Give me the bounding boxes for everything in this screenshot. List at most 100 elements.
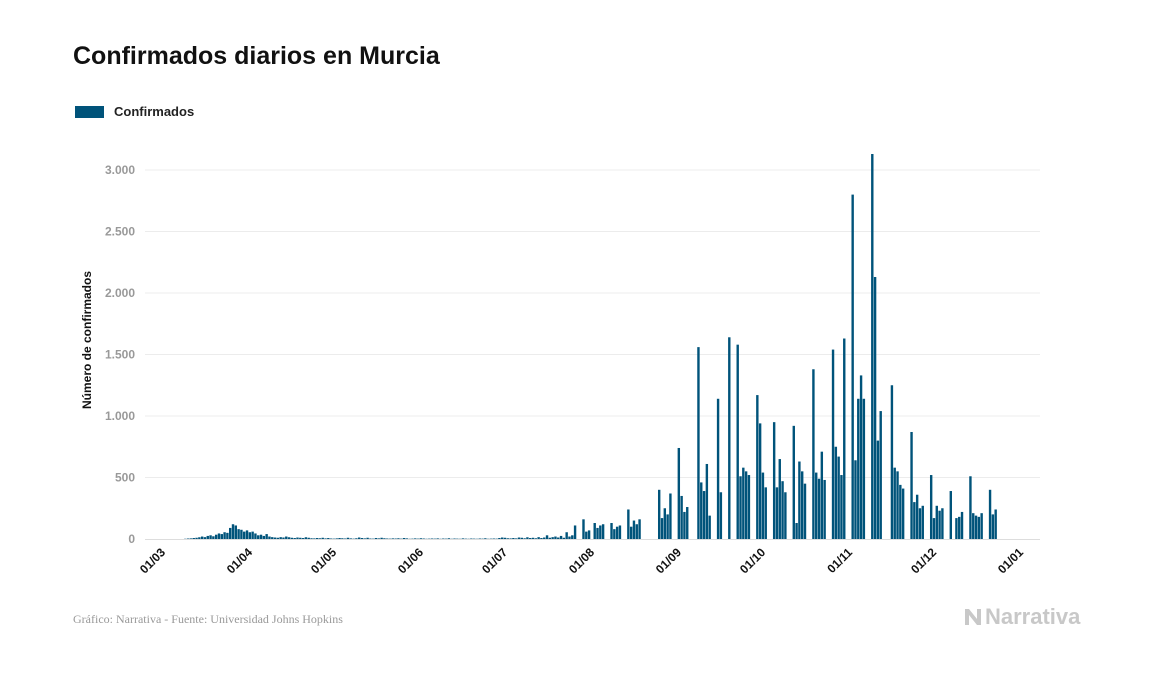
y-tick-label: 3.000 <box>105 163 135 177</box>
bar <box>823 479 826 539</box>
bar <box>960 511 964 539</box>
bar <box>792 425 795 539</box>
bar <box>700 482 703 539</box>
bar <box>192 538 195 539</box>
bar <box>758 423 762 539</box>
bar <box>702 491 706 539</box>
bar <box>840 475 843 539</box>
y-tick-label: 1.000 <box>105 409 135 423</box>
bar <box>503 537 507 539</box>
legend-label: Confirmados <box>114 104 195 119</box>
bar <box>363 538 366 539</box>
bar <box>873 277 877 539</box>
x-tick-label: 01/10 <box>737 545 768 576</box>
bar <box>237 529 240 539</box>
bar <box>697 347 700 539</box>
bar <box>772 422 776 539</box>
bar <box>613 529 616 539</box>
source-footer: Gráfico: Narrativa - Fuente: Universidad… <box>73 612 343 626</box>
bar <box>974 515 978 539</box>
bar <box>254 533 257 539</box>
bar <box>529 538 532 539</box>
bar <box>234 525 238 539</box>
x-tick-label: 01/07 <box>479 545 510 576</box>
bar <box>800 471 804 539</box>
legend: Confirmados <box>75 104 194 119</box>
bar <box>862 398 866 539</box>
bar <box>812 369 815 539</box>
bar <box>307 537 310 539</box>
bar <box>798 461 801 539</box>
bar <box>708 515 711 539</box>
bar <box>304 537 308 539</box>
bar <box>557 537 560 539</box>
bar <box>969 476 972 539</box>
bar <box>301 538 305 539</box>
bar <box>287 537 291 539</box>
bar <box>276 537 280 539</box>
narrativa-logo: Narrativa <box>963 604 1080 630</box>
bar <box>669 493 672 539</box>
bar <box>220 534 223 539</box>
bar <box>327 538 330 539</box>
bar <box>214 534 218 539</box>
x-tick-label: 01/04 <box>224 545 255 576</box>
bar <box>935 505 938 539</box>
x-tick-label: 01/05 <box>308 545 339 576</box>
bar <box>615 526 619 539</box>
bar <box>212 536 215 539</box>
x-tick-label: 01/08 <box>566 545 597 576</box>
bar <box>257 535 260 539</box>
bar <box>949 491 953 539</box>
bar <box>764 487 767 539</box>
bar <box>941 508 944 539</box>
bar <box>296 537 299 539</box>
bar <box>893 467 896 539</box>
bar <box>268 536 271 539</box>
bar <box>781 481 784 539</box>
bar <box>571 535 574 539</box>
bar <box>686 507 689 539</box>
bar <box>245 530 249 539</box>
bar <box>506 538 509 539</box>
bar <box>632 520 636 539</box>
bar <box>994 509 997 539</box>
bar <box>293 538 296 539</box>
bar <box>318 538 322 539</box>
bar <box>913 502 916 539</box>
bar <box>573 525 577 539</box>
bar <box>285 536 288 539</box>
bar <box>879 411 882 539</box>
bar <box>815 472 818 539</box>
bar <box>198 537 201 539</box>
bar <box>383 538 386 539</box>
bar <box>206 535 209 539</box>
bar <box>756 395 759 539</box>
bar <box>545 535 549 539</box>
bar <box>282 537 285 539</box>
bar <box>593 523 596 539</box>
bar <box>299 537 302 539</box>
bar <box>728 337 731 539</box>
bar <box>568 536 571 539</box>
y-tick-label: 2.000 <box>105 286 135 300</box>
bar <box>680 495 683 539</box>
bar <box>562 537 566 539</box>
logo-text: Narrativa <box>985 604 1081 629</box>
bar <box>551 537 554 539</box>
bar <box>341 538 344 539</box>
bar <box>820 451 824 539</box>
bar <box>346 537 350 539</box>
bar <box>554 536 557 539</box>
bar <box>635 524 638 539</box>
legend-swatch <box>75 105 104 118</box>
bar <box>851 194 854 539</box>
bar <box>360 538 364 539</box>
bar <box>315 538 319 539</box>
bar <box>240 529 243 539</box>
bar <box>955 518 958 539</box>
bar <box>405 538 409 539</box>
bar <box>447 538 451 539</box>
bar <box>559 535 563 539</box>
